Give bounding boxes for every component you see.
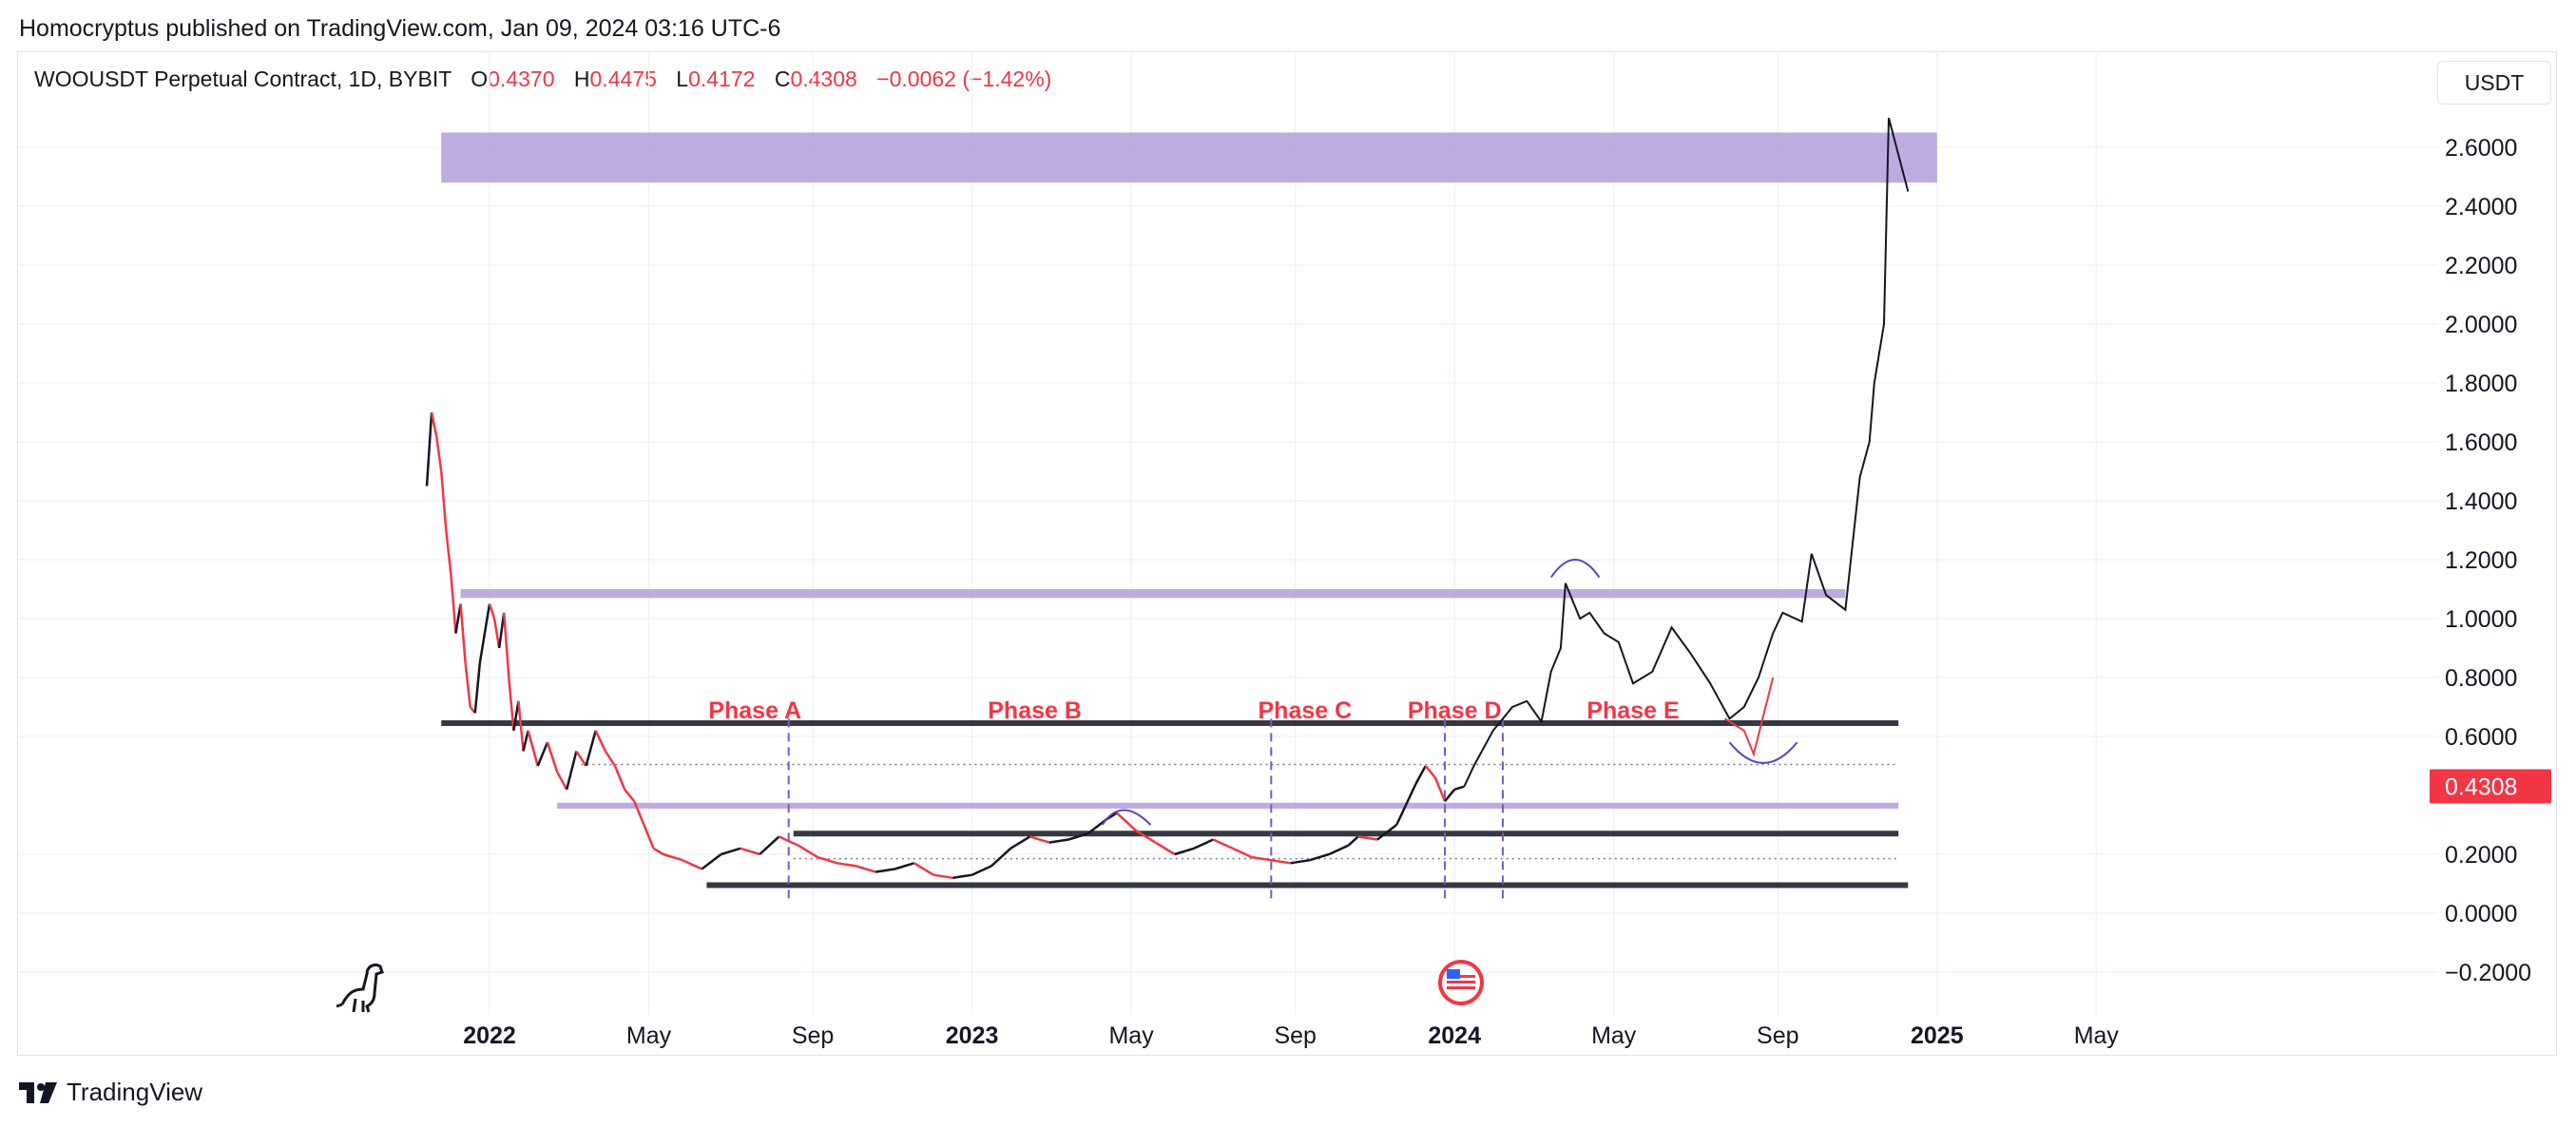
high-value: 0.4475 [589, 67, 657, 91]
change-value: −0.0062 (−1.42%) [876, 67, 1052, 91]
symbol-legend: WOOUSDT Perpetual Contract, 1D, BYBIT O0… [34, 67, 1051, 92]
close-value: 0.4308 [790, 67, 857, 91]
brand-footer[interactable]: TradingView [19, 1078, 202, 1107]
open-value: 0.4370 [488, 67, 555, 91]
close-label: C [774, 67, 791, 91]
brand-name: TradingView [67, 1078, 203, 1106]
chart-frame [17, 51, 2557, 1056]
symbol-name[interactable]: WOOUSDT Perpetual Contract, 1D, BYBIT [34, 67, 452, 91]
publish-info: Homocryptus published on TradingView.com… [19, 15, 781, 42]
tradingview-logo-icon [19, 1081, 57, 1103]
low-value: 0.4172 [688, 67, 756, 91]
low-label: L [676, 67, 689, 91]
high-label: H [573, 67, 590, 91]
currency-button[interactable]: USDT [2437, 61, 2551, 105]
open-label: O [471, 67, 489, 91]
